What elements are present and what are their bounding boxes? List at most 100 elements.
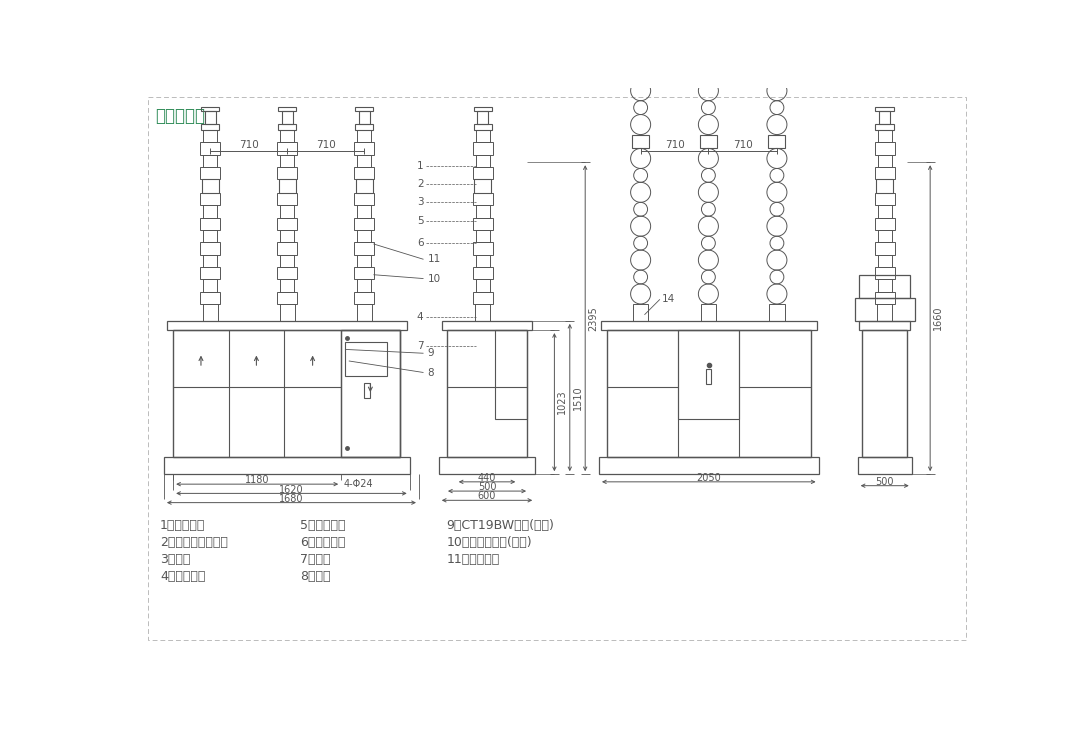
Text: 500: 500 bbox=[478, 483, 497, 492]
Bar bbox=[277, 267, 297, 280]
Bar bbox=[632, 44, 650, 48]
Bar bbox=[878, 130, 891, 142]
Bar bbox=[442, 321, 532, 330]
Bar bbox=[345, 342, 387, 377]
Bar bbox=[476, 205, 490, 218]
Bar bbox=[202, 304, 217, 321]
Text: 6、支柱瓷套: 6、支柱瓷套 bbox=[300, 536, 346, 549]
Bar bbox=[203, 230, 217, 242]
Bar bbox=[200, 242, 221, 255]
Bar bbox=[878, 155, 891, 167]
Text: 10: 10 bbox=[427, 274, 440, 283]
Text: 外形尺寸图: 外形尺寸图 bbox=[155, 107, 205, 125]
Bar bbox=[875, 142, 895, 155]
Bar bbox=[200, 167, 221, 180]
Text: 1510: 1510 bbox=[573, 385, 583, 410]
Bar bbox=[860, 274, 910, 298]
Bar bbox=[875, 267, 895, 280]
Text: 1180: 1180 bbox=[245, 475, 270, 485]
Bar bbox=[860, 321, 910, 330]
Bar bbox=[203, 205, 217, 218]
Bar bbox=[607, 330, 811, 457]
Text: 1680: 1680 bbox=[279, 493, 303, 504]
Text: 9、CT19BW机构(箱内): 9、CT19BW机构(箱内) bbox=[447, 519, 554, 531]
Text: 2: 2 bbox=[417, 179, 424, 189]
Bar bbox=[477, 112, 488, 124]
Bar bbox=[354, 193, 374, 205]
Text: 11: 11 bbox=[427, 254, 440, 264]
Bar bbox=[770, 304, 785, 321]
Bar bbox=[767, 61, 786, 67]
Bar bbox=[473, 193, 492, 205]
Bar bbox=[473, 292, 492, 304]
Bar bbox=[700, 134, 716, 148]
Bar bbox=[204, 112, 215, 124]
Bar bbox=[601, 321, 817, 330]
Bar bbox=[277, 292, 297, 304]
Bar bbox=[772, 48, 783, 61]
Bar bbox=[473, 218, 492, 230]
Bar bbox=[862, 330, 907, 457]
Bar bbox=[767, 44, 786, 48]
Text: 7: 7 bbox=[417, 341, 424, 350]
Text: 6: 6 bbox=[417, 238, 424, 248]
Bar bbox=[280, 130, 295, 142]
Bar bbox=[701, 304, 716, 321]
Bar bbox=[164, 457, 410, 475]
Bar bbox=[354, 292, 374, 304]
Bar bbox=[364, 383, 371, 398]
Bar bbox=[875, 242, 895, 255]
Text: 9: 9 bbox=[427, 348, 434, 358]
Text: 2050: 2050 bbox=[697, 473, 721, 483]
Text: 3、支架: 3、支架 bbox=[160, 553, 190, 566]
Bar bbox=[358, 280, 371, 292]
Bar bbox=[354, 242, 374, 255]
Bar bbox=[476, 230, 490, 242]
Bar bbox=[473, 167, 492, 180]
Bar bbox=[357, 304, 372, 321]
Bar bbox=[879, 112, 890, 124]
Bar bbox=[878, 255, 891, 267]
Bar bbox=[878, 280, 891, 292]
Bar bbox=[703, 48, 714, 61]
Bar bbox=[474, 180, 491, 193]
Bar bbox=[473, 242, 492, 255]
Bar bbox=[474, 124, 492, 130]
Bar bbox=[278, 107, 297, 112]
Bar bbox=[474, 107, 492, 112]
Bar bbox=[875, 218, 895, 230]
Bar bbox=[875, 193, 895, 205]
Bar bbox=[633, 134, 649, 148]
Text: 2、真空灭弧室瓷套: 2、真空灭弧室瓷套 bbox=[160, 536, 228, 549]
Bar bbox=[359, 112, 370, 124]
Text: 1620: 1620 bbox=[279, 485, 303, 494]
Text: 1023: 1023 bbox=[558, 390, 567, 415]
Bar bbox=[476, 130, 490, 142]
Bar bbox=[200, 218, 221, 230]
Bar bbox=[200, 142, 221, 155]
Bar bbox=[707, 369, 711, 384]
Bar bbox=[203, 155, 217, 167]
Text: 4、下出线端: 4、下出线端 bbox=[160, 569, 205, 583]
Bar bbox=[475, 304, 490, 321]
Text: 710: 710 bbox=[316, 139, 336, 150]
Bar bbox=[854, 298, 915, 321]
Bar bbox=[280, 230, 295, 242]
Bar bbox=[858, 457, 912, 475]
Bar bbox=[635, 48, 646, 61]
Bar bbox=[476, 255, 490, 267]
Bar bbox=[358, 230, 371, 242]
Text: 2395: 2395 bbox=[588, 306, 598, 331]
Bar bbox=[354, 267, 374, 280]
Bar bbox=[277, 193, 297, 205]
Bar bbox=[473, 142, 492, 155]
Bar bbox=[167, 321, 407, 330]
Bar bbox=[203, 130, 217, 142]
Text: 710: 710 bbox=[733, 139, 752, 150]
Bar bbox=[277, 242, 297, 255]
Bar bbox=[354, 167, 374, 180]
Bar bbox=[439, 457, 535, 475]
Bar bbox=[277, 142, 297, 155]
Text: 14: 14 bbox=[662, 294, 675, 304]
Bar bbox=[173, 330, 400, 457]
